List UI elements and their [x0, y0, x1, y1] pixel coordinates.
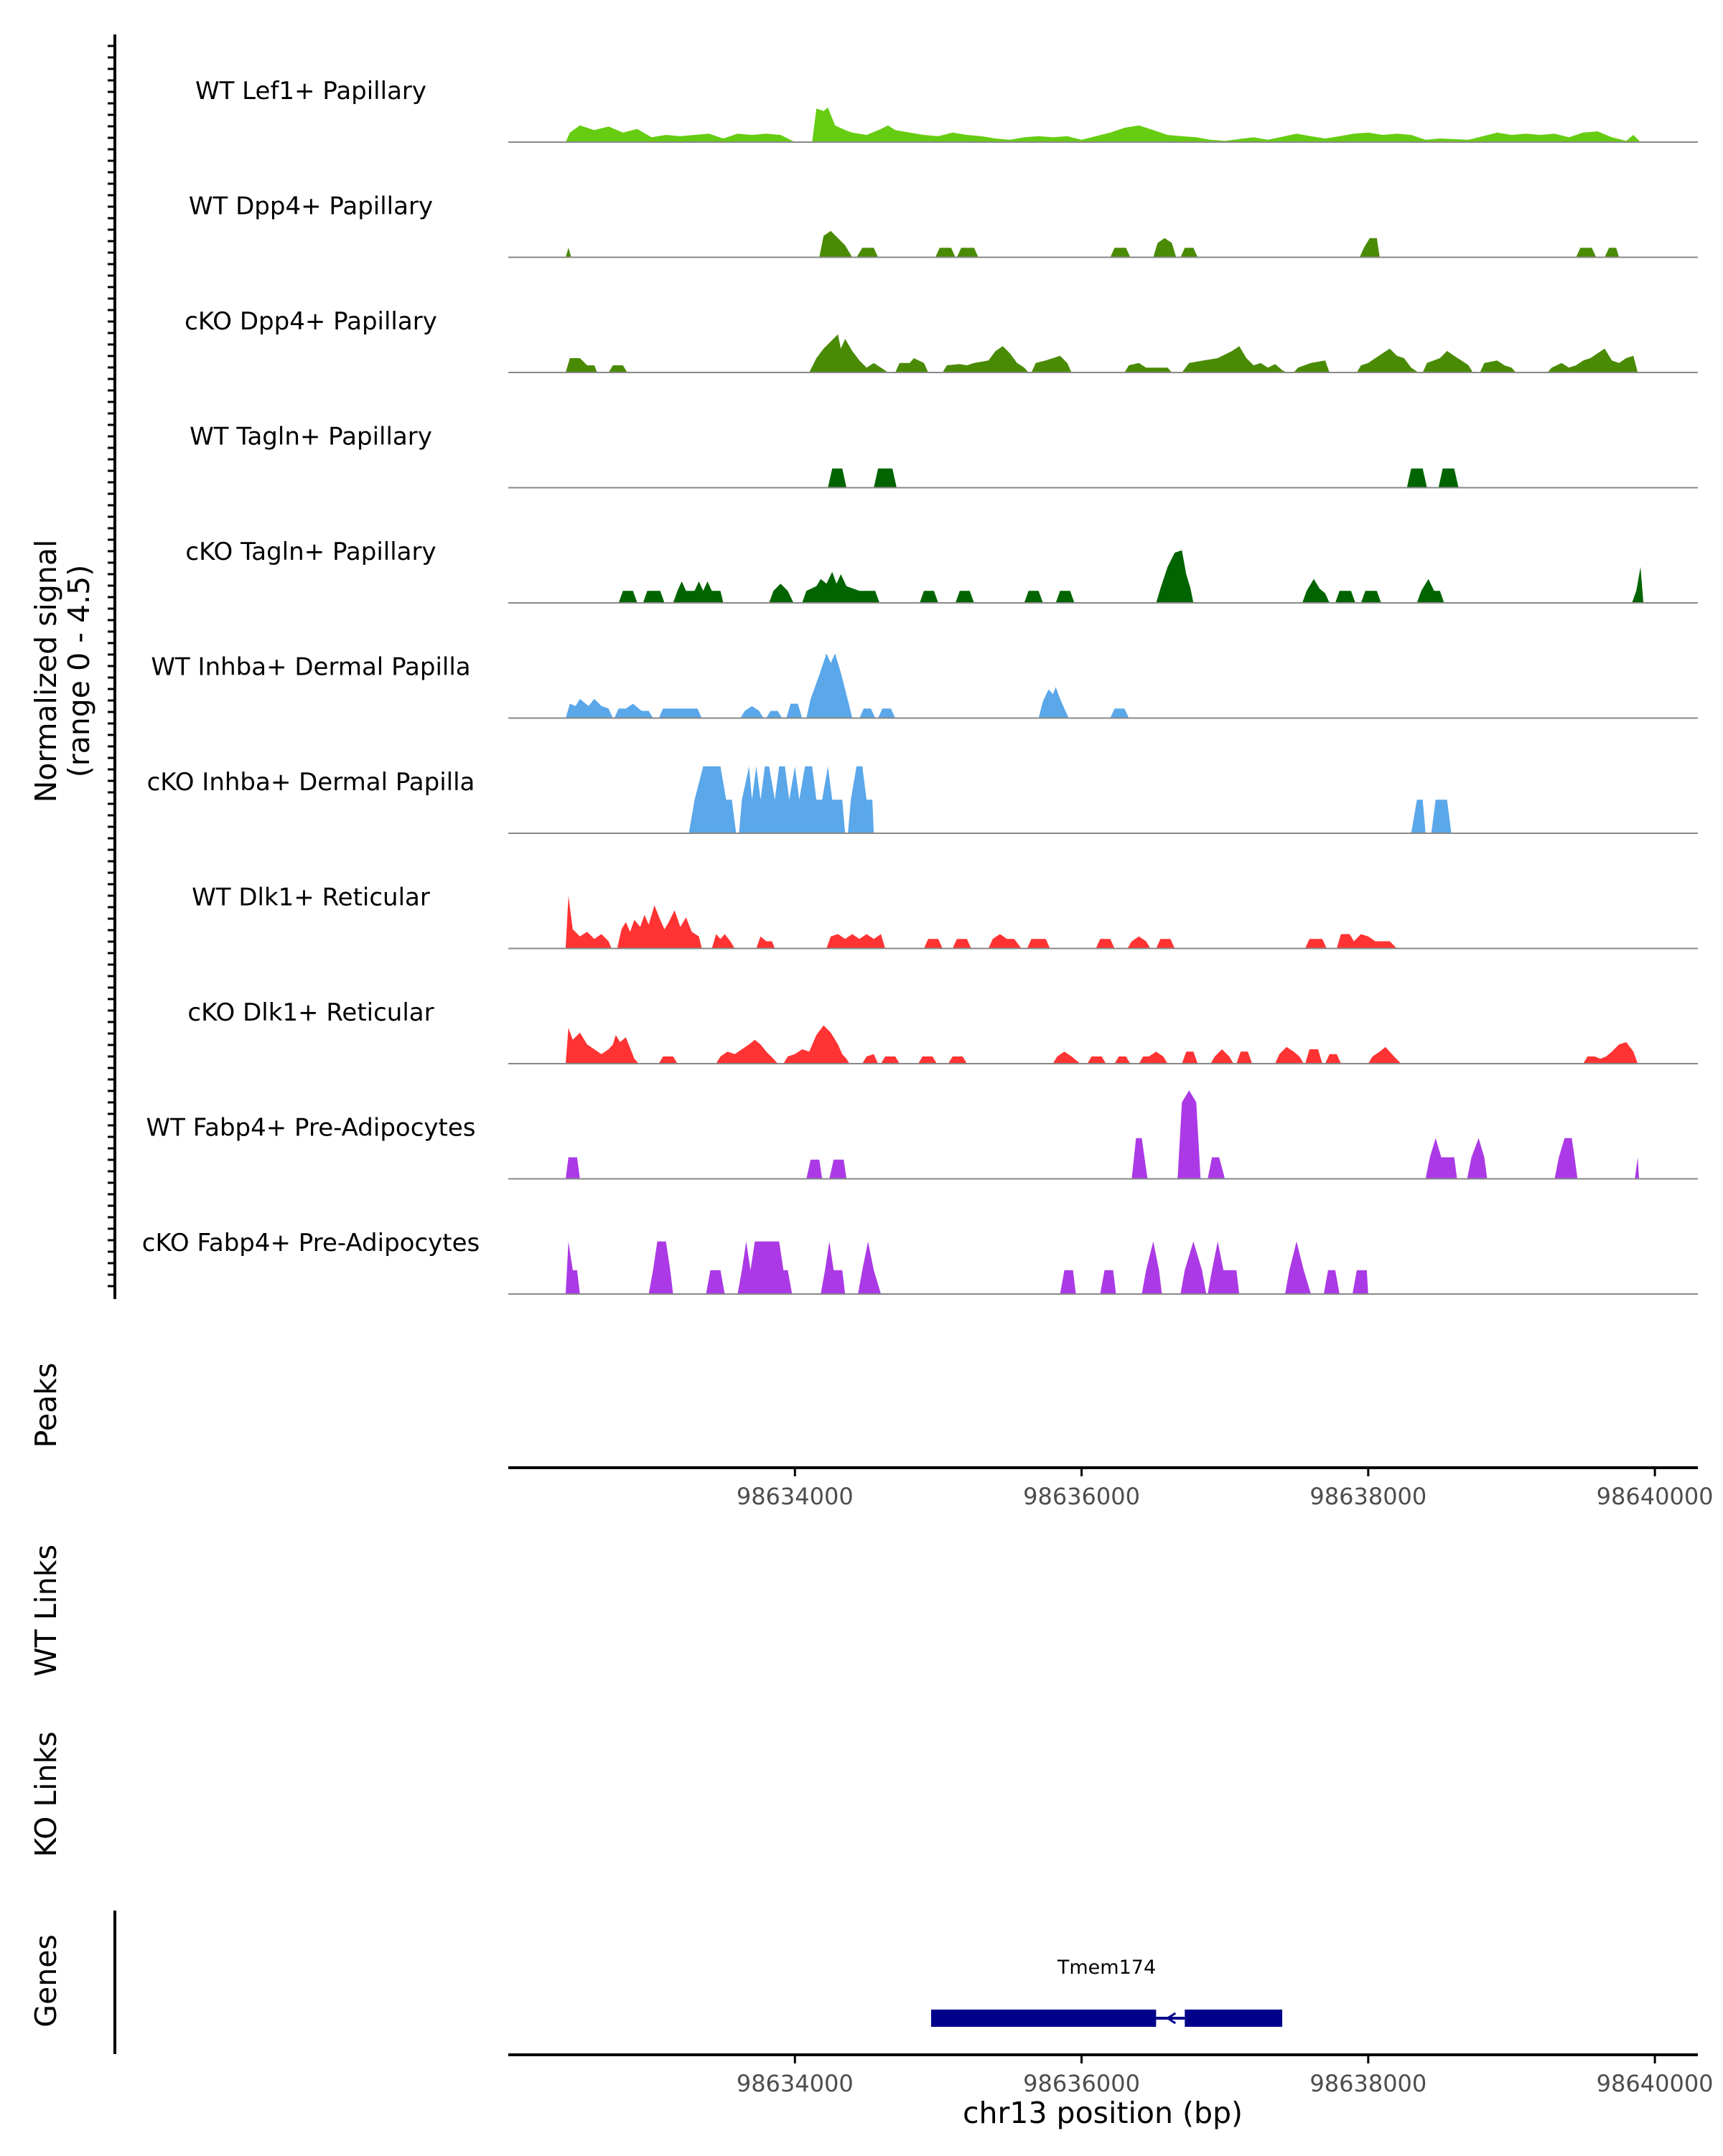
- track-5: WT Inhba+ Dermal Papilla: [151, 653, 1698, 719]
- gene-strand-arrow: [1165, 2012, 1177, 2025]
- track-signal: [828, 468, 1459, 488]
- x-tick-label: 98634000: [737, 2070, 854, 2097]
- track-label: WT Fabp4+ Pre-Adipocytes: [146, 1114, 476, 1143]
- x-tick-label: 98636000: [1023, 2070, 1140, 2097]
- track-7: WT Dlk1+ Reticular: [192, 884, 1698, 950]
- x-tick-label: 98640000: [1597, 1483, 1714, 1510]
- wt-links-section-label: WT Links: [29, 1545, 63, 1677]
- track-label: WT Lef1+ Papillary: [195, 77, 426, 106]
- x-tick-label: 98638000: [1309, 2070, 1427, 2097]
- x-tick-label: 98638000: [1309, 1483, 1427, 1510]
- track-label: cKO Dlk1+ Reticular: [187, 998, 434, 1027]
- track-label: cKO Inhba+ Dermal Papilla: [147, 768, 475, 797]
- gene-exon: [930, 2010, 1157, 2027]
- track-label: cKO Fabp4+ Pre-Adipocytes: [142, 1229, 480, 1257]
- track-9: WT Fabp4+ Pre-Adipocytes: [146, 1090, 1698, 1180]
- track-6: cKO Inhba+ Dermal Papilla: [147, 766, 1698, 834]
- track-signal: [618, 550, 1644, 603]
- track-3: WT Tagln+ Papillary: [190, 423, 1698, 489]
- track-10: cKO Fabp4+ Pre-Adipocytes: [142, 1229, 1698, 1295]
- gene-label: Tmem174: [1057, 1956, 1156, 1979]
- peaks-section-label: Peaks: [29, 1363, 63, 1448]
- track-label: WT Dpp4+ Papillary: [189, 192, 433, 221]
- gene-exon: [1185, 2010, 1283, 2027]
- x-tick-label: 98640000: [1597, 2070, 1714, 2097]
- coverage-y-axis-ticks: [108, 44, 115, 1288]
- track-1: WT Dpp4+ Papillary: [189, 192, 1698, 258]
- peaks-x-axis-ticks: 98634000 98636000 98638000 98640000: [737, 1468, 1714, 1510]
- track-0: WT Lef1+ Papillary: [195, 77, 1698, 143]
- coverage-tracks: WT Lef1+ Papillary WT Dpp4+ Papillary cKO …: [142, 77, 1698, 1295]
- x-axis-ticks: 98634000 98636000 98638000 98640000: [737, 2055, 1714, 2097]
- x-tick-label: 98634000: [737, 1483, 854, 1510]
- track-signal: [565, 107, 1641, 142]
- gene-track: [930, 2010, 1283, 2027]
- track-label: WT Inhba+ Dermal Papilla: [151, 653, 470, 682]
- track-signal: [565, 334, 1638, 372]
- x-tick-label: 98636000: [1023, 1483, 1140, 1510]
- genes-section-label: Genes: [29, 1934, 63, 2028]
- track-label: WT Dlk1+ Reticular: [192, 884, 430, 912]
- ko-links-section-label: KO Links: [29, 1731, 63, 1857]
- y-axis-title-line2: (range 0 - 4.5): [62, 565, 96, 777]
- track-label: cKO Tagln+ Papillary: [185, 538, 436, 566]
- track-label: cKO Dpp4+ Papillary: [185, 307, 437, 336]
- track-label: WT Tagln+ Papillary: [190, 423, 432, 451]
- track-signal: [565, 1241, 1368, 1294]
- track-2: cKO Dpp4+ Papillary: [185, 307, 1698, 373]
- track-signal: [565, 896, 1397, 949]
- track-4: cKO Tagln+ Papillary: [185, 538, 1698, 604]
- track-signal: [565, 653, 1129, 718]
- y-axis-title-line1: Normalized signal: [29, 540, 63, 803]
- track-8: cKO Dlk1+ Reticular: [187, 998, 1698, 1064]
- x-axis-title: chr13 position (bp): [963, 2096, 1243, 2130]
- track-signal: [565, 1025, 1638, 1064]
- track-signal: [565, 230, 1620, 258]
- track-signal: [688, 766, 1452, 833]
